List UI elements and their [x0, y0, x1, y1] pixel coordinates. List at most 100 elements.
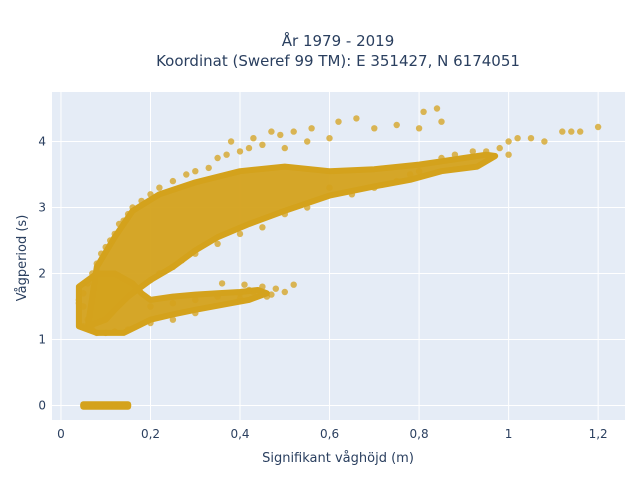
data-point [505, 138, 512, 145]
data-point [304, 204, 311, 211]
y-tick-label: 4 [38, 134, 46, 148]
data-point [438, 154, 445, 162]
data-point [259, 283, 266, 290]
data-point [371, 125, 378, 132]
data-point [214, 293, 221, 300]
x-tick-label: 0,4 [230, 427, 249, 441]
data-point [568, 128, 575, 135]
data-point [236, 148, 244, 155]
y-tick-label: 1 [38, 332, 46, 346]
data-point [214, 154, 221, 162]
data-point [124, 210, 132, 218]
data-point [124, 402, 132, 409]
data-point [111, 230, 118, 238]
density-band-main_cloud_upper [84, 151, 499, 330]
data-point [147, 303, 154, 310]
data-point [469, 148, 476, 155]
x-tick-label: 0,6 [320, 427, 339, 441]
data-point [89, 270, 96, 277]
x-tick-label: 0 [57, 427, 65, 441]
data-point [415, 168, 423, 175]
data-point [147, 319, 154, 327]
data-point [559, 128, 566, 135]
data-point [594, 123, 602, 131]
data-point [250, 135, 257, 142]
y-tick-label: 3 [38, 200, 46, 214]
data-point [156, 184, 163, 191]
data-point [124, 326, 132, 333]
data-point [281, 288, 288, 296]
data-point [192, 309, 199, 317]
data-point [89, 326, 96, 333]
data-point [371, 184, 378, 191]
data-point [93, 260, 101, 267]
data-point [483, 148, 490, 155]
data-point [80, 303, 87, 310]
y-axis-label: Vågperiod (s) [15, 215, 30, 302]
data-point [236, 295, 244, 302]
y-tick-label: 2 [38, 266, 46, 280]
data-point [393, 177, 400, 185]
data-point [326, 184, 333, 191]
data-point [169, 300, 177, 307]
data-point [138, 197, 145, 205]
data-point [98, 402, 105, 409]
data-point [304, 138, 311, 145]
data-point [223, 151, 230, 158]
data-point [169, 263, 177, 271]
data-point [272, 285, 279, 292]
x-tick-label: 0,8 [410, 427, 429, 441]
x-tick-label: 0,2 [141, 427, 160, 441]
data-point [335, 118, 342, 125]
data-point [250, 288, 257, 296]
data-point [514, 135, 521, 142]
data-point [156, 270, 163, 277]
data-point [178, 257, 185, 264]
data-point [84, 280, 92, 287]
data-point [129, 204, 136, 211]
data-point [98, 250, 105, 257]
data-point [102, 329, 109, 337]
data-point [120, 217, 127, 224]
data-point [84, 316, 92, 323]
data-point [451, 151, 459, 158]
data-point [147, 191, 154, 198]
x-axis-label: Signifikant våghöjd (m) [262, 451, 414, 466]
data-point [84, 402, 92, 409]
data-point [214, 240, 221, 247]
data-point [93, 402, 101, 409]
data-point [326, 135, 333, 142]
chart-title-line1: År 1979 - 2019 [282, 31, 395, 50]
data-point [111, 402, 118, 409]
data-point [290, 128, 297, 135]
data-point [277, 131, 284, 139]
data-point [111, 328, 118, 335]
data-point [192, 168, 199, 175]
data-point [107, 237, 114, 244]
data-point [438, 118, 445, 125]
data-point [120, 402, 127, 409]
data-point [241, 281, 248, 288]
data-point [115, 220, 123, 228]
data-point [89, 402, 96, 409]
data-point [348, 191, 356, 198]
data-point [183, 171, 190, 178]
data-point [107, 402, 114, 409]
data-point [393, 121, 400, 129]
data-point [527, 135, 535, 142]
data-point [169, 316, 177, 323]
data-point [577, 128, 584, 135]
data-point [263, 293, 271, 300]
data-point [406, 171, 414, 178]
data-point [102, 243, 109, 251]
data-point [80, 323, 87, 330]
data-point [75, 296, 83, 304]
data-point [281, 144, 288, 152]
data-point [259, 141, 266, 148]
data-point [205, 164, 212, 172]
data-point [192, 250, 199, 257]
y-tick-label: 0 [38, 398, 46, 412]
data-point [281, 210, 288, 218]
data-point [259, 224, 266, 231]
